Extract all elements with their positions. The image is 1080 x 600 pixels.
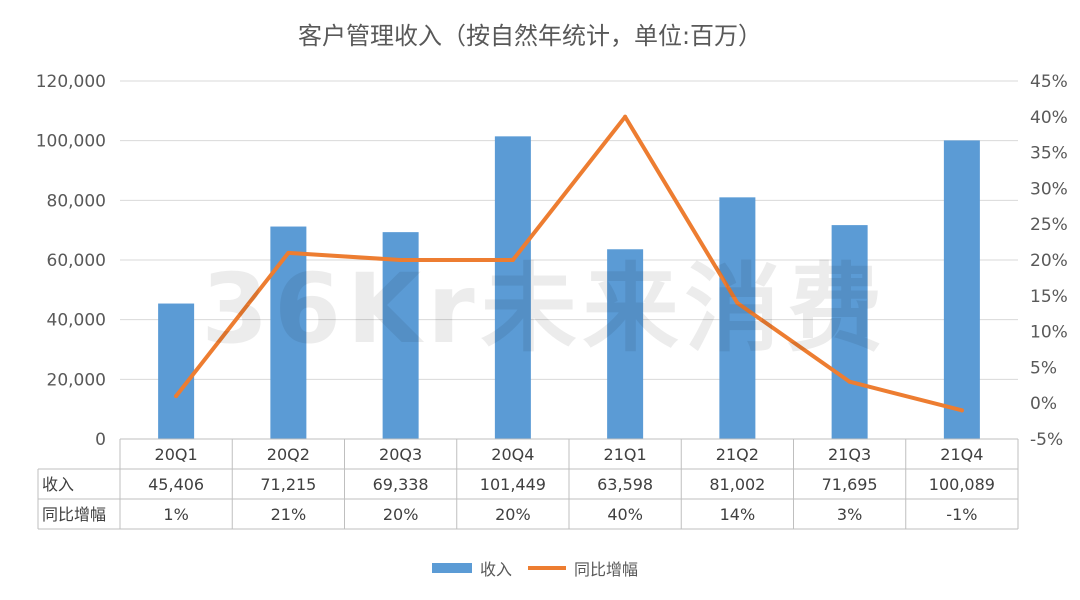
data-table: 20Q1 20Q2 20Q3 20Q4 21Q1 21Q2 21Q3 21Q4 收入 45,406… [37,438,1019,530]
category-label: 21Q4 [940,445,983,464]
table-cell-value: 45,406 [148,475,204,494]
left-axis-tick-label: 40,000 [47,311,106,331]
bar-revenue [607,249,644,439]
bar-revenue [494,136,531,439]
right-axis-tick-label: 0% [1030,394,1057,414]
table-cell-value: 69,338 [373,475,429,494]
line-series [174,114,964,413]
bar-revenue [719,197,756,439]
bar-series [158,136,980,439]
table-row-key: 收入 [42,475,74,494]
chart-title: 客户管理收入（按自然年统计，单位:百万） [298,22,762,50]
table-cell-value: 20% [383,505,419,524]
bar-revenue [270,226,307,439]
line-point [510,258,515,262]
right-axis-tick-label: 35% [1030,144,1068,164]
right-axis-tick-label: 30% [1030,179,1068,199]
gridlines [120,80,1018,440]
right-axis-tick-label: 40% [1030,108,1068,128]
category-label: 21Q2 [716,445,759,464]
category-label: 21Q3 [828,445,871,464]
left-axis-tick-label: 20,000 [47,370,106,390]
right-y-axis: -5% 0% 5% 10% 15% 20% 25% 30% 35% 40% 45% [1030,72,1068,450]
category-label: 20Q2 [267,445,310,464]
table-cell-value: 81,002 [709,475,765,494]
line-point [174,394,179,399]
left-axis-tick-label: 0 [95,430,106,450]
line-point [959,408,964,413]
table-cell-value: 20% [495,505,531,524]
right-axis-tick-label: 5% [1030,358,1057,378]
bar-revenue [158,303,195,439]
table-cell-value: 71,695 [822,475,878,494]
table-cell-value: 40% [607,505,643,524]
left-axis-tick-label: 80,000 [47,191,106,211]
table-row-label: 同比增幅 [42,505,106,524]
table-cell-value: 100,089 [929,475,995,494]
right-axis-tick-label: 15% [1030,287,1068,307]
line-point [735,300,740,305]
line-point [847,379,852,384]
category-label: 20Q1 [155,445,198,464]
line-point [623,114,628,119]
right-axis-tick-label: 25% [1030,215,1068,235]
table-cell-value: 3% [837,505,862,524]
table-cell-value: 63,598 [597,475,653,494]
category-label: 20Q4 [491,445,534,464]
right-axis-tick-label: 10% [1030,323,1068,343]
category-label: 20Q3 [379,445,422,464]
left-y-axis: 0 20,000 40,000 60,000 80,000 100,000 120,000 [36,72,106,450]
table-cell-value: 21% [271,505,307,524]
table-cell-value: 1% [163,505,188,524]
table-cell-value: -1% [946,505,977,524]
left-axis-tick-label: 60,000 [47,251,106,271]
table-row-label: 收入 [42,475,74,494]
legend-swatch-revenue [432,563,472,573]
line-point [286,250,291,255]
table-cell-value: 71,215 [260,475,316,494]
watermark-text: 36Kr未来消费 [201,253,888,365]
table-cell-value: 101,449 [480,475,546,494]
line-yoy-growth [174,114,964,413]
legend-label-revenue: 收入 [480,560,512,579]
line-point [398,258,403,262]
legend-label-yoy: 同比增幅 [574,560,638,579]
bar-revenue [382,232,419,439]
table-row-key: 同比增幅 [42,505,106,524]
left-axis-tick-label: 120,000 [36,72,106,92]
right-axis-tick-label: -5% [1030,430,1063,450]
table-cell-value: 14% [720,505,756,524]
category-label: 21Q1 [604,445,647,464]
bar-revenue [943,140,980,439]
bar-revenue [831,225,868,439]
left-axis-tick-label: 100,000 [36,132,106,152]
right-axis-tick-label: 20% [1030,251,1068,271]
right-axis-tick-label: 45% [1030,72,1068,92]
legend: 收入 同比增幅 [432,560,638,579]
